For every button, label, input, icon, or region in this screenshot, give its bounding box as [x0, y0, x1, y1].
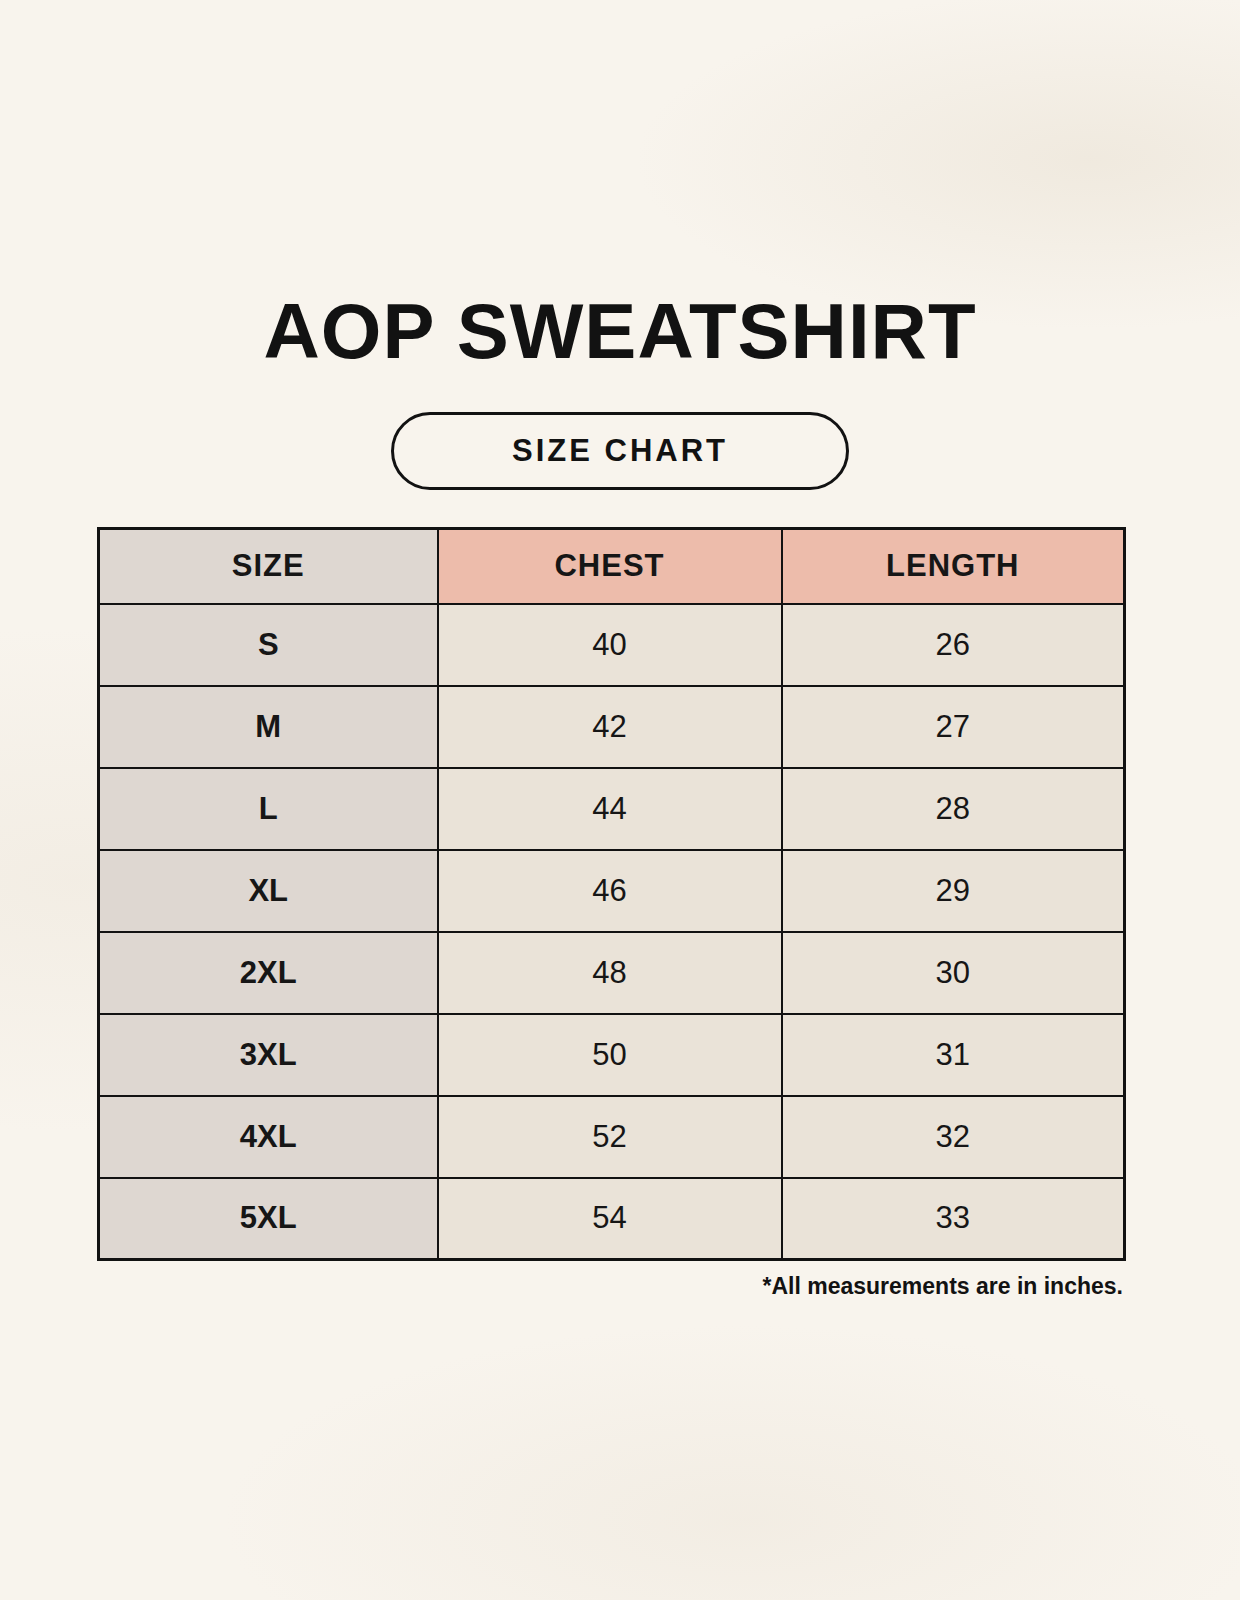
chest-value: 50: [438, 1014, 782, 1096]
table-row: 5XL 54 33: [99, 1178, 1125, 1260]
page-title: AOP SWEATSHIRT: [0, 0, 1240, 370]
length-value: 29: [782, 850, 1125, 932]
chest-value: 44: [438, 768, 782, 850]
size-label: S: [99, 604, 438, 686]
chest-value: 48: [438, 932, 782, 1014]
size-label: M: [99, 686, 438, 768]
chest-value: 54: [438, 1178, 782, 1260]
size-label: L: [99, 768, 438, 850]
badge-container: SIZE CHART: [0, 412, 1240, 490]
column-header-size: SIZE: [99, 529, 438, 604]
length-value: 28: [782, 768, 1125, 850]
length-value: 30: [782, 932, 1125, 1014]
table-header-row: SIZE CHEST LENGTH: [99, 529, 1125, 604]
table-row: L 44 28: [99, 768, 1125, 850]
length-value: 27: [782, 686, 1125, 768]
length-value: 33: [782, 1178, 1125, 1260]
length-value: 26: [782, 604, 1125, 686]
size-label: 4XL: [99, 1096, 438, 1178]
column-header-chest: CHEST: [438, 529, 782, 604]
column-header-length: LENGTH: [782, 529, 1125, 604]
chest-value: 40: [438, 604, 782, 686]
table-row: S 40 26: [99, 604, 1125, 686]
size-chart-table: SIZE CHEST LENGTH S 40 26 M 42 27 L 44 2…: [97, 527, 1126, 1261]
chest-value: 46: [438, 850, 782, 932]
table-row: 2XL 48 30: [99, 932, 1125, 1014]
chest-value: 52: [438, 1096, 782, 1178]
size-label: XL: [99, 850, 438, 932]
table-row: 3XL 50 31: [99, 1014, 1125, 1096]
size-label: 5XL: [99, 1178, 438, 1260]
size-label: 2XL: [99, 932, 438, 1014]
table-row: M 42 27: [99, 686, 1125, 768]
chest-value: 42: [438, 686, 782, 768]
table-row: XL 46 29: [99, 850, 1125, 932]
size-label: 3XL: [99, 1014, 438, 1096]
length-value: 32: [782, 1096, 1125, 1178]
size-chart-badge: SIZE CHART: [391, 412, 849, 490]
table-row: 4XL 52 32: [99, 1096, 1125, 1178]
measurements-footnote: *All measurements are in inches.: [97, 1273, 1123, 1300]
length-value: 31: [782, 1014, 1125, 1096]
